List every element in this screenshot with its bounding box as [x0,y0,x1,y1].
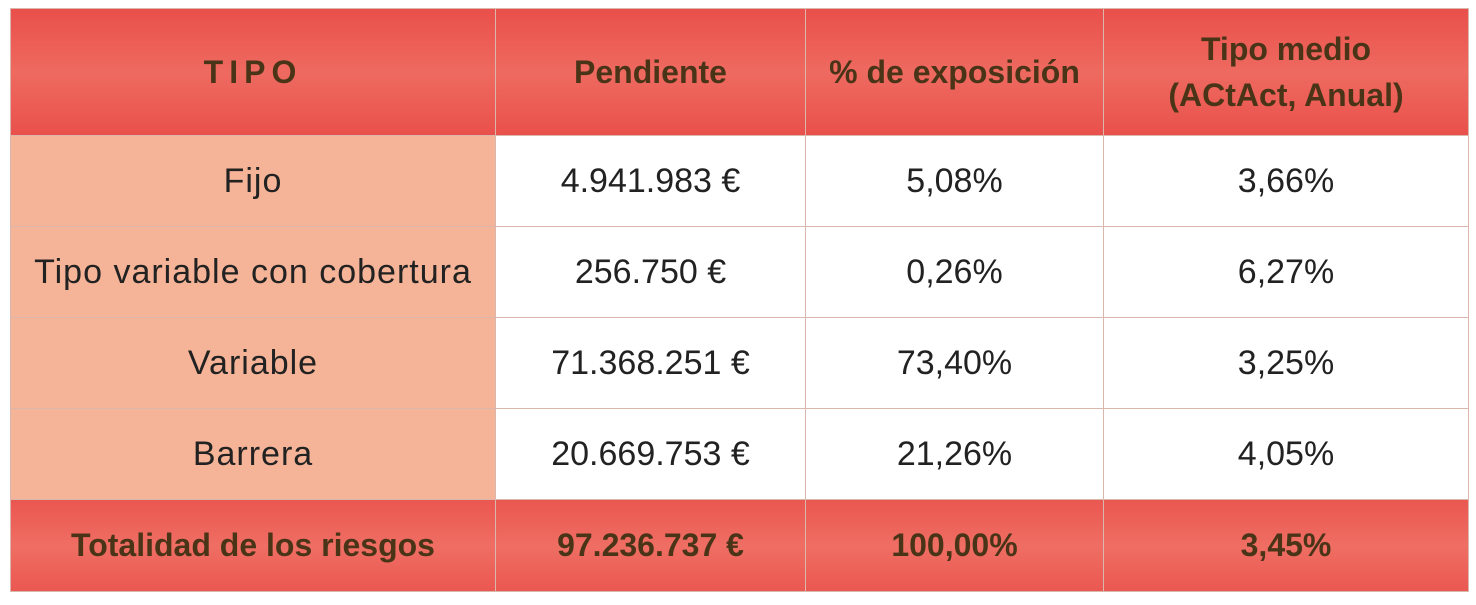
type-cell: Variable [10,317,496,409]
header-cell: % de exposición [805,8,1104,136]
table-body: Fijo 4.941.983 €5,08% 3,66% Tipo variable c… [10,135,1469,500]
type-cell: Tipo variable con cobertura [10,226,496,318]
total-cell: 100,00% [805,499,1104,592]
total-row: Totalidad de los riesgos 97.236.737 € 10… [10,499,1469,592]
table-row: Fijo 4.941.983 €5,08% 3,66% [10,135,1469,227]
header-cell: Pendiente [495,8,806,136]
value-cell: 71.368.251 € [495,317,806,409]
value-cell: 4.941.983 € [495,135,806,227]
value-cell: 4,05% [1103,408,1469,500]
value-cell: 256.750 € [495,226,806,318]
table-row: Variable 71.368.251 €73,40% 3,25% [10,317,1469,409]
total-cell: 3,45% [1103,499,1469,592]
table-row: Tipo variable con cobertura 256.750 €0,26… [10,226,1469,318]
risk-table: TIPO Pendiente % de exposición Tipo medi… [10,8,1469,592]
header-row: TIPO Pendiente % de exposición Tipo medi… [10,8,1469,136]
total-cell: 97.236.737 € [495,499,806,592]
value-cell: 6,27% [1103,226,1469,318]
total-cell: Totalidad de los riesgos [10,499,496,592]
table-row: Barrera 20.669.753 €21,26% 4,05% [10,408,1469,500]
value-cell: 3,25% [1103,317,1469,409]
header-cell: Tipo medio (ACtAct, Anual) [1103,8,1469,136]
table-footer: Totalidad de los riesgos 97.236.737 € 10… [10,499,1469,592]
value-cell: 5,08% [805,135,1104,227]
header-cell: TIPO [10,8,496,136]
value-cell: 20.669.753 € [495,408,806,500]
value-cell: 21,26% [805,408,1104,500]
value-cell: 73,40% [805,317,1104,409]
value-cell: 3,66% [1103,135,1469,227]
value-cell: 0,26% [805,226,1104,318]
type-cell: Fijo [10,135,496,227]
type-cell: Barrera [10,408,496,500]
table-header: TIPO Pendiente % de exposición Tipo medi… [10,8,1469,136]
